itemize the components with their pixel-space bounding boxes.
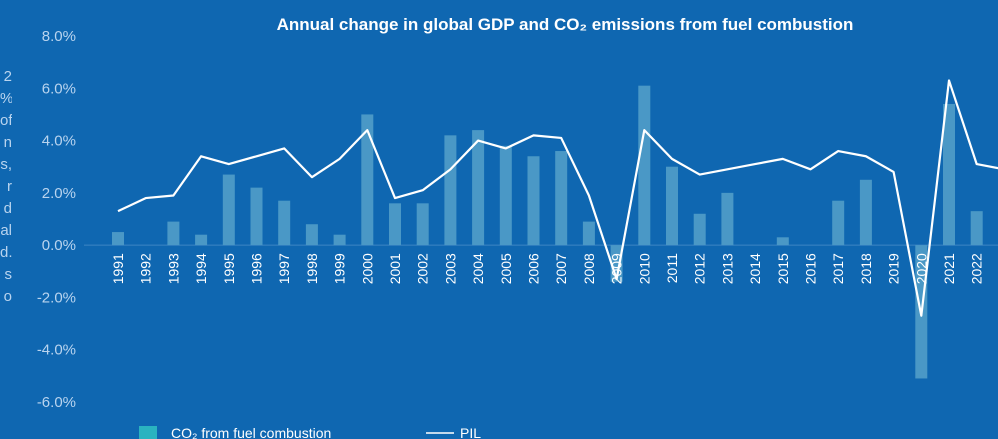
bar-co2-1993 — [167, 221, 180, 246]
bar-co2-2001 — [389, 203, 401, 246]
x-tick-label: 2010 — [636, 253, 652, 284]
y-tick-label: 4.0% — [42, 133, 76, 150]
side-text-line: s — [4, 266, 13, 283]
x-tick-label: 2000 — [359, 253, 375, 284]
side-text-line: al — [0, 222, 12, 239]
side-text-line: d. — [0, 244, 12, 261]
bar-co2-2017 — [832, 200, 845, 246]
bar-co2-2006 — [527, 156, 540, 246]
x-tick-label: 1998 — [304, 253, 320, 284]
x-tick-label: 2003 — [442, 253, 458, 284]
side-text: 2% of n s, rd al d. so — [0, 66, 12, 336]
x-tick-label: 2005 — [498, 253, 514, 284]
bar-co2-2011 — [666, 166, 678, 246]
x-tick-label: 2014 — [747, 253, 763, 284]
y-tick-label: -2.0% — [37, 289, 76, 306]
bar-co2-2003 — [444, 135, 457, 246]
side-text-line: 2 — [3, 68, 12, 85]
legend-swatch-co2 — [139, 426, 157, 439]
x-tick-label: 1995 — [221, 253, 237, 284]
x-tick-label: 2006 — [526, 253, 542, 284]
y-tick-label: 6.0% — [42, 80, 76, 97]
x-tick-label: 2017 — [830, 253, 846, 284]
x-tick-label: 2023 — [996, 253, 998, 284]
side-text-line: s, — [0, 156, 12, 173]
bar-co2-1997 — [278, 200, 291, 246]
x-axis-ticks: 1991 1992 1993 1994 1995 1996 1997 1998 1999 2000… — [110, 253, 998, 284]
bar-co2-2007 — [555, 151, 568, 246]
x-tick-label: 2001 — [387, 253, 403, 284]
x-tick-label: 1991 — [110, 253, 126, 284]
x-tick-label: 2015 — [775, 253, 791, 284]
y-tick-label: -6.0% — [37, 394, 76, 411]
bar-co2-1996 — [250, 187, 263, 246]
x-tick-label: 2008 — [581, 253, 597, 284]
bar-co2-2018 — [859, 179, 872, 246]
x-tick-label: 2013 — [719, 253, 735, 284]
x-tick-label: 1999 — [332, 253, 348, 284]
x-tick-label: 2022 — [969, 253, 985, 284]
bar-co2-1991 — [112, 232, 124, 246]
x-tick-label: 1996 — [249, 253, 265, 284]
side-text-line: n — [3, 134, 12, 151]
bar-co2-1995 — [222, 174, 235, 246]
y-tick-label: 2.0% — [42, 185, 76, 202]
x-tick-label: 1997 — [276, 253, 292, 284]
bar-co2-1998 — [305, 224, 318, 246]
x-tick-label: 2019 — [886, 253, 902, 284]
legend-label-co2: CO₂ from fuel combustion — [171, 425, 331, 439]
side-text-line: d — [3, 200, 12, 217]
bar-co2-1994 — [195, 234, 208, 246]
bar-co2-2000 — [361, 114, 374, 246]
bar-co2-2008 — [582, 221, 595, 246]
x-tick-label: 2018 — [858, 253, 874, 284]
y-axis-ticks: 8.0% 6.0% 4.0% 2.0% 0.0% -2.0% -4.0% -6.0% — [37, 28, 76, 411]
side-text-line: % — [0, 88, 12, 110]
x-tick-label: 1992 — [138, 253, 154, 284]
side-text-line: o — [3, 288, 12, 305]
x-tick-label: 2011 — [664, 253, 680, 283]
x-tick-label: 2002 — [415, 253, 431, 284]
side-text-line: r — [7, 178, 12, 195]
co2-bars — [112, 85, 983, 379]
x-tick-label: 2004 — [470, 253, 486, 284]
bar-co2-2012 — [693, 213, 706, 246]
bar-co2-2021 — [943, 103, 955, 246]
y-tick-label: 0.0% — [42, 237, 76, 254]
side-text-line: of — [0, 112, 12, 129]
bar-co2-2004 — [472, 130, 485, 246]
y-tick-label: 8.0% — [42, 28, 76, 45]
x-tick-label: 1994 — [193, 253, 209, 284]
bar-co2-2010 — [638, 85, 651, 246]
legend: CO₂ from fuel combustion PIL — [139, 425, 481, 439]
bar-co2-1999 — [333, 234, 346, 246]
x-tick-label: 2021 — [941, 253, 957, 284]
x-tick-label: 2016 — [803, 253, 819, 284]
x-tick-label: 1993 — [165, 253, 181, 284]
x-tick-label: 2012 — [692, 253, 708, 284]
bar-co2-2002 — [416, 203, 429, 246]
x-tick-label: 2007 — [553, 253, 569, 284]
bar-co2-2005 — [499, 145, 512, 246]
bar-co2-2013 — [721, 192, 734, 246]
bar-co2-2015 — [776, 237, 789, 246]
chart-title: Annual change in global GDP and CO₂ emis… — [277, 15, 854, 34]
legend-label-gdp: PIL — [460, 425, 481, 439]
bar-co2-2022 — [970, 211, 983, 246]
gdp-line — [117, 79, 998, 317]
y-tick-label: -4.0% — [37, 342, 76, 359]
